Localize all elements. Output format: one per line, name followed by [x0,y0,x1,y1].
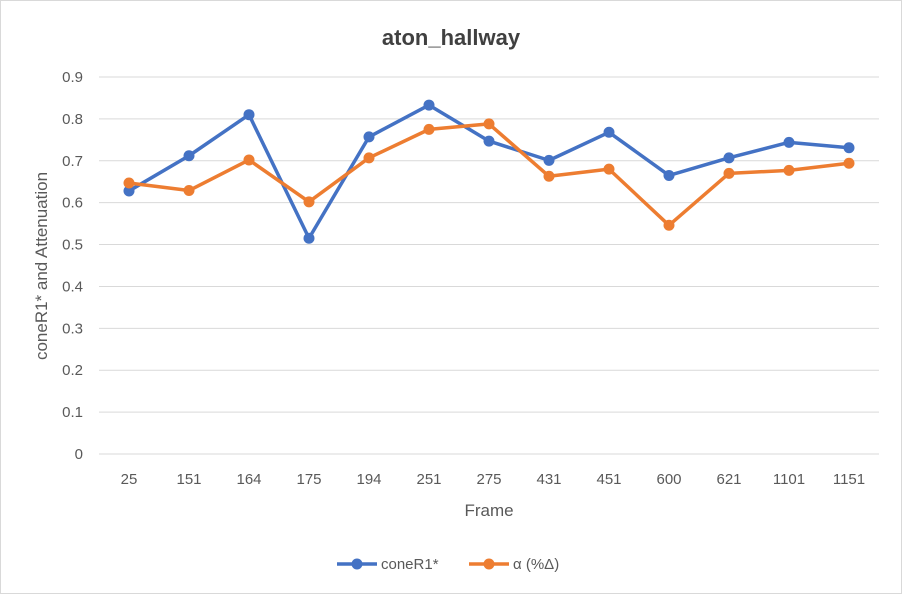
y-axis-title: coneR1* and Attenuation [32,172,51,360]
legend-marker-1 [483,558,495,570]
data-point-0-1 [183,150,195,162]
y-tick-label-9: 0.9 [62,69,83,86]
x-tick-label-0: 25 [121,471,138,488]
data-point-0-9 [663,169,675,181]
x-axis-ticks: 25 151 164 175 194 251 275 431 451 600 621 1101 1151 [121,471,865,488]
x-tick-label-9: 600 [656,471,681,488]
data-point-0-11 [783,136,795,148]
legend-label-1: α (%Δ) [513,556,559,573]
x-tick-label-12: 1151 [833,471,865,488]
y-tick-label-2: 0.2 [62,362,83,379]
data-point-0-10 [723,152,735,164]
data-point-1-0 [123,177,135,189]
y-tick-label-4: 0.4 [62,278,83,295]
data-point-0-5 [423,99,435,111]
y-tick-label-3: 0.3 [62,320,83,337]
x-tick-label-3: 175 [296,471,321,488]
data-point-1-4 [363,152,375,164]
y-tick-label-6: 0.6 [62,195,83,212]
data-point-1-11 [783,164,795,176]
y-tick-label-0: 0 [75,446,83,463]
data-point-0-2 [243,109,255,121]
x-tick-label-7: 431 [536,471,561,488]
series-0 [123,99,855,244]
x-tick-label-11: 1101 [773,471,805,488]
legend-item-1: α (%Δ) [469,556,559,573]
data-point-0-12 [843,142,855,154]
y-tick-label-8: 0.8 [62,111,83,128]
x-tick-label-8: 451 [596,471,621,488]
x-tick-label-5: 251 [416,471,441,488]
legend: coneR1* α (%Δ) [337,556,559,573]
legend-label-0: coneR1* [381,556,439,573]
x-tick-label-1: 151 [176,471,201,488]
data-point-1-6 [483,118,495,130]
data-point-1-12 [843,157,855,169]
y-tick-label-7: 0.7 [62,153,83,170]
x-tick-label-4: 194 [356,471,381,488]
x-tick-label-6: 275 [476,471,501,488]
y-axis-ticks: 0 0.1 0.2 0.3 0.4 0.5 0.6 0.7 0.8 0.9 [62,69,83,463]
y-tick-label-5: 0.5 [62,237,83,254]
data-point-1-9 [663,219,675,231]
data-point-1-5 [423,123,435,135]
data-point-1-2 [243,154,255,166]
x-axis-title: Frame [464,501,513,520]
data-point-1-1 [183,185,195,197]
data-point-0-4 [363,131,375,143]
data-point-1-7 [543,170,555,182]
x-tick-label-2: 164 [236,471,261,488]
series-1 [123,118,855,231]
chart-title: aton_hallway [382,25,521,50]
data-point-0-8 [603,126,615,138]
data-point-1-10 [723,167,735,179]
data-point-0-3 [303,232,315,244]
y-tick-label-1: 0.1 [62,404,83,421]
data-point-0-7 [543,154,555,166]
legend-marker-0 [351,558,363,570]
data-point-1-8 [603,163,615,175]
data-point-0-0 [123,185,135,197]
series-layer [123,99,855,244]
x-tick-label-10: 621 [716,471,741,488]
legend-item-0: coneR1* [337,556,439,573]
data-point-0-6 [483,135,495,147]
data-point-1-3 [303,196,315,208]
